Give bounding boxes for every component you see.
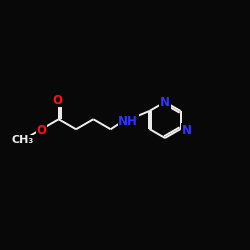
Text: CH₃: CH₃ (12, 135, 34, 145)
Text: N: N (182, 124, 192, 137)
Text: O: O (52, 94, 62, 107)
Text: O: O (36, 124, 46, 137)
Text: NH: NH (118, 115, 138, 128)
Text: N: N (160, 96, 170, 109)
